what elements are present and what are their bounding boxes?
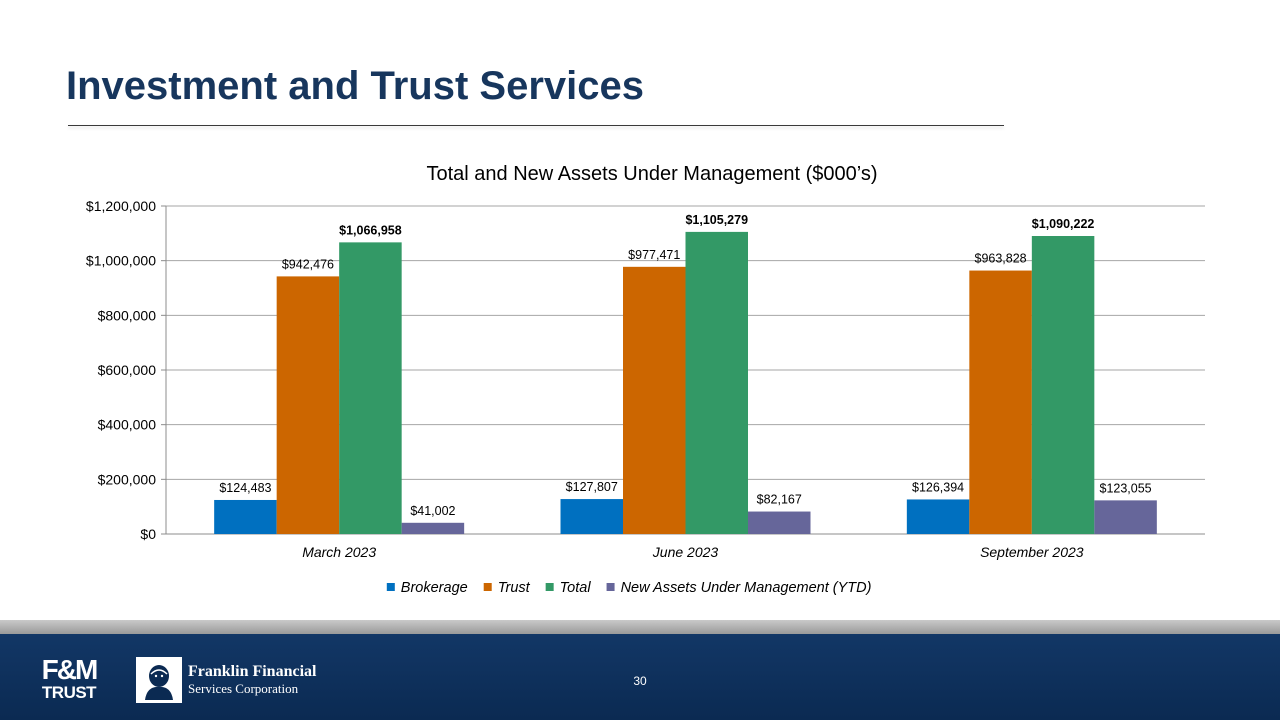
data-label: $963,828	[975, 252, 1027, 266]
y-tick-label: $800,000	[98, 307, 157, 323]
company-name-line2: Services Corporation	[188, 681, 299, 696]
legend-label: Trust	[498, 580, 531, 596]
y-tick-label: $1,000,000	[86, 253, 156, 269]
bar-trust	[276, 276, 340, 534]
bar-total	[1031, 236, 1095, 534]
legend: Brokerage Trust Total New Assets Under Mana…	[386, 580, 872, 596]
data-label: $126,394	[912, 480, 964, 494]
page-number: 30	[633, 674, 647, 688]
legend-label: Brokerage	[401, 580, 468, 596]
footer: F&M TRUST Franklin Financial Services Co…	[0, 634, 1280, 720]
y-tick-label: $200,000	[98, 471, 157, 487]
fm-logo-top: F&M	[41, 654, 99, 685]
data-label: $82,167	[757, 493, 802, 507]
legend-label: New Assets Under Management (YTD)	[621, 580, 872, 596]
x-tick-label: September 2023	[980, 544, 1084, 560]
company-name-line1: Franklin Financial	[188, 663, 317, 680]
assets-chart: Total and New Assets Under Management ($…	[86, 163, 1205, 596]
title-divider	[68, 125, 1004, 126]
bar-labels: $124,483 $942,476 $1,066,958 $41,002 $127,80…	[219, 213, 1151, 518]
bar-new-assets-under-management-ytd	[1094, 500, 1157, 534]
y-tick-label: $1,200,000	[86, 198, 156, 214]
x-axis: March 2023 June 2023 September 2023	[302, 544, 1084, 560]
data-label: $977,471	[628, 248, 680, 262]
x-tick-label: June 2023	[652, 544, 719, 560]
footer-band	[0, 620, 1280, 634]
legend-swatch	[386, 583, 395, 591]
y-axis: $0 $200,000 $400,000 $600,000 $800,000 $1,000…	[86, 198, 167, 542]
slide-title: Investment and Trust Services	[66, 64, 645, 108]
data-label: $1,066,958	[339, 223, 402, 237]
legend-swatch	[606, 583, 615, 591]
bar-total	[685, 231, 748, 534]
bar-new-assets-under-management-ytd	[401, 522, 465, 534]
legend-label: Total	[560, 580, 592, 596]
franklin-portrait-icon	[136, 657, 182, 703]
bar-new-assets-under-management-ytd	[748, 511, 811, 534]
data-label: $942,476	[282, 257, 334, 271]
bar-trust	[623, 266, 686, 534]
bar-total	[339, 242, 402, 534]
data-label: $41,002	[410, 504, 455, 518]
legend-swatch	[483, 583, 492, 591]
data-label: $1,090,222	[1032, 217, 1095, 231]
legend-swatch	[545, 583, 554, 591]
franklin-financial-logo: Franklin Financial Services Corporation	[136, 656, 316, 704]
chart-title: Total and New Assets Under Management ($…	[427, 163, 878, 185]
bar-trust	[969, 270, 1032, 534]
bar-brokerage	[560, 499, 623, 534]
y-tick-label: $400,000	[98, 417, 157, 433]
fm-logo-bottom: TRUST	[41, 683, 97, 702]
data-label: $1,105,279	[685, 213, 748, 227]
fm-trust-logo: F&M TRUST	[26, 656, 112, 702]
bar-brokerage	[214, 499, 277, 534]
data-label: $124,483	[219, 481, 271, 495]
x-tick-label: March 2023	[302, 544, 376, 560]
bars	[214, 231, 1157, 534]
y-tick-label: $0	[140, 526, 156, 542]
data-label: $123,055	[1100, 481, 1152, 495]
data-label: $127,807	[566, 480, 618, 494]
bar-brokerage	[906, 499, 970, 534]
y-tick-label: $600,000	[98, 362, 157, 378]
